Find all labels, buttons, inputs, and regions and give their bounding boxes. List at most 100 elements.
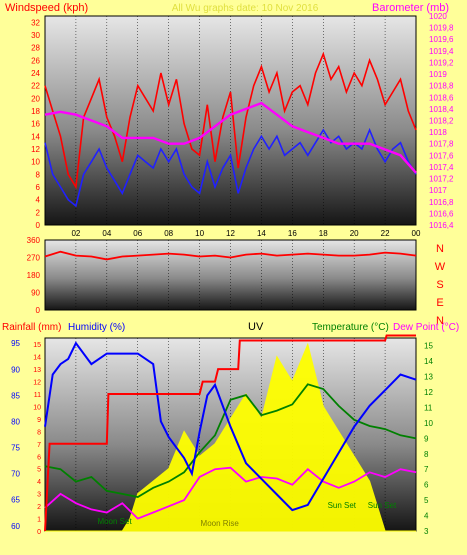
windspeed-tick-label: 32 <box>31 18 40 27</box>
direction-tick-label: 180 <box>27 271 41 280</box>
windspeed-tick-label: 8 <box>36 170 41 179</box>
rainfall-tick-label: 13 <box>33 367 41 374</box>
astronomical-annotation: Moon Rise <box>201 519 240 528</box>
windspeed-tick-label: 20 <box>31 94 40 103</box>
rainfall-tick-label: 12 <box>33 380 41 387</box>
windspeed-tick-label: 28 <box>31 44 40 53</box>
x-tick-label: 10 <box>195 229 204 238</box>
rainfall-tick-label: 9 <box>37 417 41 424</box>
temperature-tick-label: 3 <box>424 527 429 536</box>
x-tick-label: 18 <box>319 229 328 238</box>
direction-tick-label: 360 <box>27 236 41 245</box>
rainfall-tick-label: 5 <box>37 467 41 474</box>
x-tick-label: 02 <box>71 229 80 238</box>
rainfall-tick-label: 1 <box>37 517 41 524</box>
temperature-tick-label: 6 <box>424 481 429 490</box>
rainfall-tick-label: 6 <box>37 454 41 461</box>
humidity-line <box>44 341 417 512</box>
direction-plot-area <box>44 239 417 311</box>
wind-gust-line <box>44 51 417 190</box>
rainfall-tick-label: 3 <box>37 492 41 499</box>
humidity-axis-label: Humidity (%) <box>68 322 125 333</box>
barometer-tick-label: 1017,6 <box>429 151 454 160</box>
dewpoint-line <box>44 466 417 520</box>
temperature-tick-label: 4 <box>424 512 429 521</box>
barometer-tick-label: 1016,4 <box>429 221 454 230</box>
barometer-tick-label: 1017,8 <box>429 140 454 149</box>
temperature-tick-label: 14 <box>424 357 433 366</box>
windspeed-tick-label: 26 <box>31 56 40 65</box>
compass-label: E <box>436 297 443 309</box>
barometer-tick-label: 1019,6 <box>429 35 454 44</box>
rainfall-tick-label: 10 <box>33 404 41 411</box>
rainfall-tick-label: 0 <box>37 529 41 536</box>
humidity-tick-label: 65 <box>11 496 20 505</box>
direction-tick-label: 270 <box>27 254 41 263</box>
barometer-line <box>44 101 417 174</box>
humidity-tick-label: 60 <box>11 522 20 531</box>
temperature-axis-label: Temperature (°C) <box>312 322 389 333</box>
temperature-tick-label: 12 <box>424 388 433 397</box>
temperature-tick-label: 9 <box>424 434 429 443</box>
x-tick-label: 04 <box>102 229 111 238</box>
dewpoint-axis-label: Dew Point (°C) <box>393 322 459 333</box>
x-tick-label: 08 <box>164 229 173 238</box>
rainfall-tick-label: 14 <box>33 355 41 362</box>
barometer-tick-label: 1019,8 <box>429 24 454 33</box>
humidity-tick-label: 80 <box>11 417 20 426</box>
temperature-tick-label: 8 <box>424 450 429 459</box>
x-tick-label: 16 <box>288 229 297 238</box>
direction-tick-label: 90 <box>31 289 40 298</box>
barometer-tick-label: 1019 <box>429 70 447 79</box>
barometer-axis-label: Barometer (mb) <box>372 2 449 14</box>
x-tick-label: 00 <box>412 229 421 238</box>
windspeed-tick-label: 18 <box>31 107 40 116</box>
rainfall-tick-label: 8 <box>37 429 41 436</box>
astronomical-annotation: Moon Set <box>97 517 132 526</box>
direction-tick-label: 0 <box>36 306 41 315</box>
windspeed-tick-label: 30 <box>31 31 40 40</box>
humidity-tick-label: 75 <box>11 444 20 453</box>
rainfall-tick-label: 4 <box>37 479 41 486</box>
windspeed-tick-label: 0 <box>36 221 41 230</box>
barometer-tick-label: 1017,2 <box>429 175 454 184</box>
temperature-tick-label: 7 <box>424 465 429 474</box>
windspeed-tick-label: 10 <box>31 158 40 167</box>
barometer-tick-label: 1018 <box>429 128 447 137</box>
windspeed-tick-label: 4 <box>36 196 41 205</box>
humidity-tick-label: 85 <box>11 391 20 400</box>
windspeed-tick-label: 22 <box>31 82 40 91</box>
temperature-tick-label: 13 <box>424 373 433 382</box>
windspeed-tick-label: 24 <box>31 69 40 78</box>
uv-area <box>45 342 416 532</box>
compass-label: W <box>435 261 446 273</box>
rainfall-tick-label: 11 <box>34 392 41 399</box>
windspeed-tick-label: 12 <box>31 145 40 154</box>
uv-axis-label: UV <box>248 321 264 333</box>
temperature-tick-label: 11 <box>424 403 433 412</box>
barometer-tick-label: 1018,8 <box>429 82 454 91</box>
x-tick-label: 12 <box>226 229 235 238</box>
compass-label: S <box>436 279 443 291</box>
rainfall-tick-label: 2 <box>37 504 41 511</box>
barometer-tick-label: 1019,4 <box>429 47 454 56</box>
windspeed-tick-label: 16 <box>31 120 40 129</box>
barometer-tick-label: 1019,2 <box>429 58 454 67</box>
temperature-tick-label: 15 <box>424 342 433 351</box>
barometer-tick-label: 1018,6 <box>429 93 454 102</box>
chart-title-overlay: All Wu graphs date: 10 Nov 2016 <box>172 3 319 14</box>
rainfall-tick-label: 15 <box>33 342 41 349</box>
compass-label: N <box>436 243 444 255</box>
rainfall-tick-label: 7 <box>37 442 41 449</box>
humidity-tick-label: 70 <box>11 470 20 479</box>
windspeed-axis-label: Windspeed (kph) <box>5 2 88 14</box>
barometer-tick-label: 1016,6 <box>429 209 454 218</box>
x-tick-label: 22 <box>381 229 390 238</box>
barometer-tick-label: 1017 <box>429 186 447 195</box>
humidity-tick-label: 90 <box>11 365 20 374</box>
wind-direction-line <box>44 250 417 261</box>
windspeed-tick-label: 2 <box>36 208 41 217</box>
x-tick-label: 06 <box>133 229 142 238</box>
astronomical-annotation: Sun Set <box>368 501 397 510</box>
